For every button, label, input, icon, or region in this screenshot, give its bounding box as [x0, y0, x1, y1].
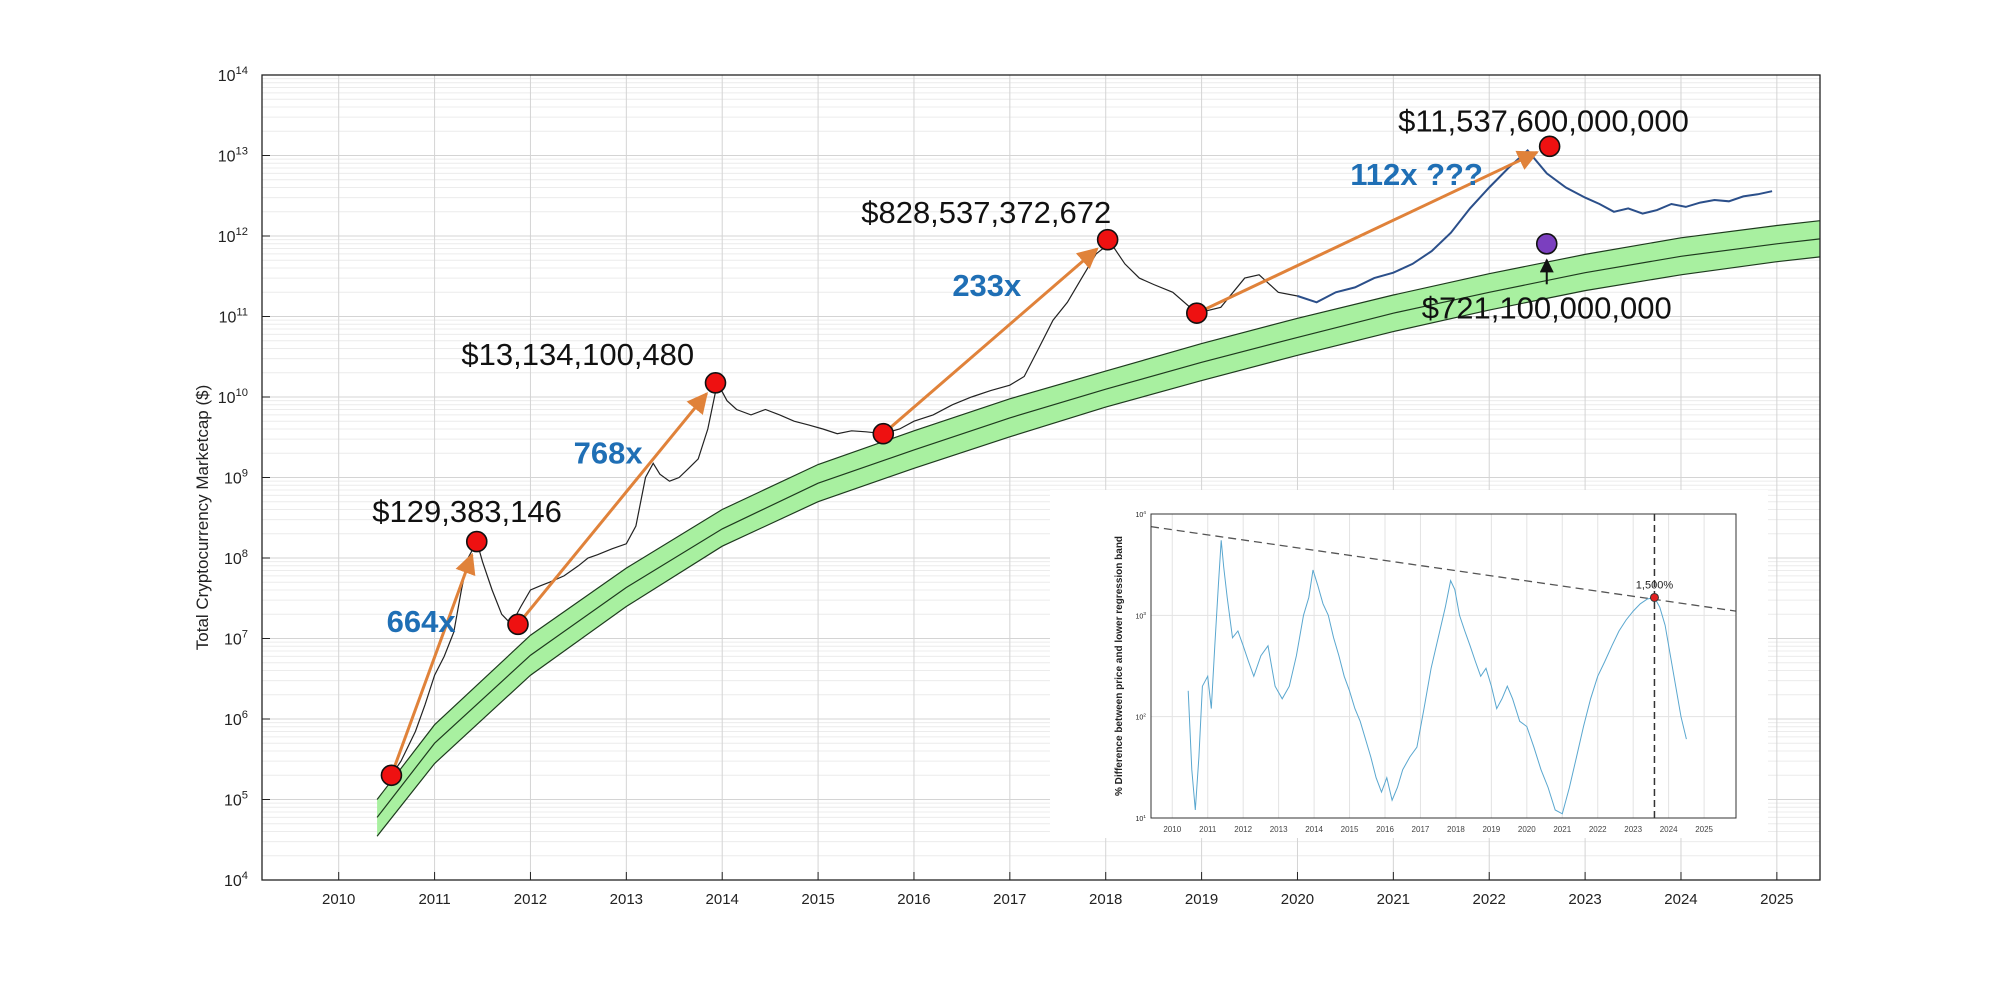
y-axis-label: Total Cryptocurrency Marketcap ($): [193, 385, 212, 650]
growth-arrow: [882, 247, 1099, 435]
price-line-recent: [1297, 149, 1773, 304]
y-tick-label: 1010: [218, 387, 248, 407]
inset-y-tick-label: 101: [1135, 814, 1146, 823]
x-tick-label: 2021: [1377, 891, 1410, 908]
x-tick-label: 2023: [1568, 891, 1601, 908]
x-tick-label: 2025: [1760, 891, 1793, 908]
x-tick-label: 2012: [514, 891, 547, 908]
current-value-marker: [1535, 233, 1558, 255]
x-tick-label: 2018: [1089, 891, 1122, 908]
inset-x-tick-label: 2015: [1341, 825, 1359, 834]
x-tick-label: 2017: [993, 891, 1026, 908]
x-tick-label: 2015: [801, 891, 834, 908]
inset-y-axis-label: % Difference between price and lower reg…: [1114, 536, 1125, 796]
inset-difference-line: [1187, 540, 1687, 815]
y-tick-label: 108: [224, 548, 248, 568]
inset-x-tick-label: 2018: [1447, 825, 1465, 834]
growth-arrow: [1196, 150, 1539, 315]
value-label: $13,134,100,480: [461, 337, 694, 372]
x-tick-label: 2010: [322, 891, 355, 908]
y-tick-label: 105: [224, 789, 248, 809]
cycle-point-marker: [704, 372, 727, 394]
cycle-point-marker: [507, 613, 529, 636]
growth-arrow: [516, 392, 708, 626]
inset-plot-area: [1151, 514, 1736, 818]
inset-chart: 2010 2011 2012 2013 2014 2015 2016 2017 2018 2019…: [1050, 490, 1768, 838]
y-tick-label: 109: [224, 467, 248, 487]
inset-current-marker: [1649, 592, 1659, 602]
inset-x-tick-label: 2022: [1589, 825, 1607, 834]
cycle-point-marker: [1538, 135, 1561, 158]
multiplier-label: 112x ???: [1350, 157, 1483, 192]
inset-x-tick-label: 2023: [1624, 825, 1642, 834]
inset-x-tick-label: 2020: [1518, 825, 1536, 834]
inset-x-tick-label: 2017: [1412, 825, 1430, 834]
y-tick-label: 1013: [218, 145, 248, 165]
inset-x-tick-label: 2011: [1199, 825, 1217, 834]
x-tick-label: 2019: [1185, 891, 1218, 908]
x-tick-label: 2013: [610, 891, 643, 908]
inset-x-tick-label: 2013: [1270, 825, 1288, 834]
x-tick-label: 2014: [706, 891, 739, 908]
y-tick-label: 107: [224, 628, 248, 648]
inset-x-tick-label: 2016: [1376, 825, 1394, 834]
cycle-point-marker: [1096, 228, 1119, 251]
multiplier-label: 768x: [574, 435, 644, 470]
y-tick-label: 1014: [218, 65, 248, 85]
value-label: $129,383,146: [372, 494, 562, 529]
inset-x-tick-label: 2014: [1305, 825, 1323, 834]
cycle-point-marker: [465, 530, 488, 553]
x-tick-label: 2022: [1473, 891, 1506, 908]
inset-axes-frame: [1150, 513, 1737, 819]
multiplier-label: 233x: [952, 268, 1022, 303]
inset-x-tick-label: 2012: [1234, 825, 1252, 834]
x-tick-label: 2024: [1664, 891, 1697, 908]
y-tick-label: 1012: [218, 226, 248, 246]
inset-y-tick-label: 102: [1135, 713, 1146, 722]
inset-y-tick-label: 103: [1135, 611, 1146, 620]
inset-x-tick-label: 2019: [1482, 825, 1500, 834]
regression-band-mid: [376, 238, 1821, 818]
x-tick-label: 2011: [418, 891, 450, 908]
cycle-point-marker: [872, 422, 895, 445]
y-tick-label: 104: [224, 870, 248, 890]
value-label: $11,537,600,000,000: [1398, 103, 1689, 138]
regression-band-lower: [376, 256, 1821, 837]
inset-x-tick-label: 2021: [1553, 825, 1571, 834]
y-tick-label: 1011: [219, 306, 248, 326]
multiplier-label: 664x: [387, 604, 457, 639]
inset-x-tick-label: 2025: [1695, 825, 1713, 834]
x-tick-label: 2020: [1281, 891, 1314, 908]
inset-x-tick-label: 2010: [1163, 825, 1181, 834]
inset-annotation: 1,500%: [1636, 579, 1674, 591]
inset-x-tick-label: 2024: [1660, 825, 1678, 834]
value-label: $721,100,000,000: [1422, 290, 1672, 325]
cycle-point-marker: [1186, 302, 1208, 324]
inset-y-tick-label: 104: [1135, 510, 1146, 519]
inset-trendline: [1150, 526, 1737, 612]
y-tick-label: 106: [224, 709, 248, 729]
growth-arrow: [390, 552, 476, 776]
x-tick-label: 2016: [897, 891, 930, 908]
value-label: $828,537,372,672: [861, 195, 1111, 230]
cycle-point-marker: [380, 764, 403, 787]
regression-band-upper: [376, 220, 1821, 800]
